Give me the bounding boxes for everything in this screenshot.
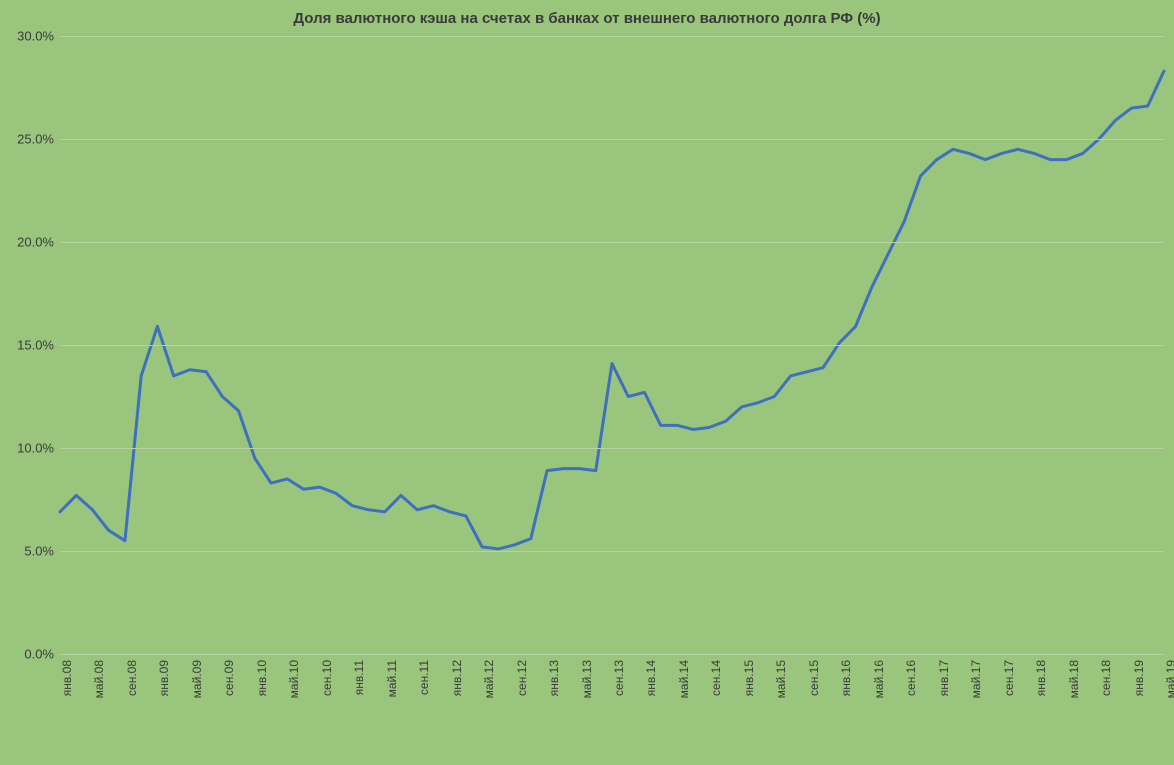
x-axis-label: май.09 [190,660,204,698]
x-axis-label: сен.08 [125,660,139,696]
x-axis-label: май.14 [677,660,691,698]
y-gridline [60,551,1164,552]
x-axis-label: май.11 [385,660,399,697]
y-gridline [60,139,1164,140]
x-axis-label: янв.18 [1034,660,1048,696]
x-axis-label: янв.10 [255,660,269,696]
x-axis-label: янв.19 [1132,660,1146,696]
y-axis-label: 30.0% [17,29,54,44]
x-axis-label: янв.14 [644,660,658,696]
chart-title: Доля валютного кэша на счетах в банках о… [0,10,1174,27]
x-axis-label: май.10 [287,660,301,698]
y-gridline [60,654,1164,655]
x-axis-label: янв.15 [742,660,756,696]
x-axis-label: сен.13 [612,660,626,696]
x-axis-label: май.19 [1164,660,1174,698]
y-gridline [60,345,1164,346]
x-axis-label: янв.08 [60,660,74,696]
x-axis-label: янв.16 [839,660,853,696]
x-axis-label: сен.11 [417,660,431,695]
x-axis-label: май.18 [1067,660,1081,698]
x-axis-label: сен.16 [904,660,918,696]
y-gridline [60,36,1164,37]
x-axis-label: янв.09 [157,660,171,696]
y-axis-label: 10.0% [17,441,54,456]
x-axis-label: май.12 [482,660,496,698]
x-axis-label: янв.12 [450,660,464,696]
x-axis-label: сен.14 [709,660,723,696]
x-axis-label: май.08 [92,660,106,698]
y-gridline [60,448,1164,449]
plot-area: 0.0%5.0%10.0%15.0%20.0%25.0%30.0%янв.08м… [60,36,1164,654]
x-axis-label: сен.09 [222,660,236,696]
x-axis-label: сен.18 [1099,660,1113,696]
y-axis-label: 5.0% [24,544,54,559]
x-axis-label: май.17 [969,660,983,698]
x-axis-label: май.13 [580,660,594,698]
x-axis-label: сен.10 [320,660,334,696]
y-axis-label: 20.0% [17,235,54,250]
y-axis-label: 15.0% [17,338,54,353]
x-axis-label: янв.17 [937,660,951,696]
x-axis-label: сен.12 [515,660,529,696]
y-axis-label: 0.0% [24,647,54,662]
x-axis-label: май.15 [774,660,788,698]
chart-container: Доля валютного кэша на счетах в банках о… [0,0,1174,765]
y-axis-label: 25.0% [17,132,54,147]
x-axis-label: янв.13 [547,660,561,696]
x-axis-label: янв.11 [352,660,366,695]
x-axis-label: май.16 [872,660,886,698]
y-gridline [60,242,1164,243]
line-path [60,71,1164,549]
x-axis-label: сен.15 [807,660,821,696]
x-axis-label: сен.17 [1002,660,1016,696]
